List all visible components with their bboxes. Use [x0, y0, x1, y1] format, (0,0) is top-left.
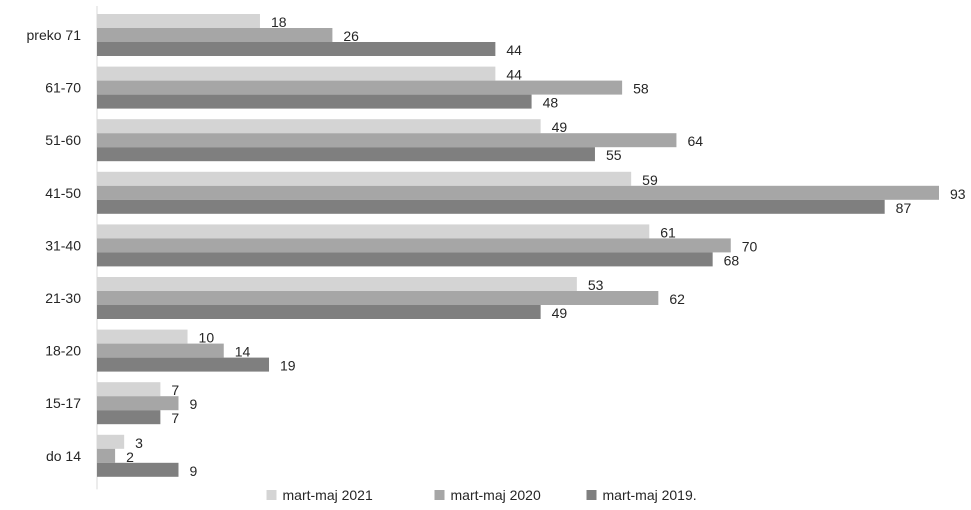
data-label: 55 [606, 147, 622, 163]
bar [97, 343, 224, 358]
bar [97, 42, 496, 56]
legend-item: mart-maj 2019. [586, 487, 697, 503]
data-label: 70 [742, 238, 758, 254]
bar [97, 14, 260, 28]
data-label: 44 [506, 42, 522, 58]
bar [97, 252, 713, 267]
bar [97, 434, 125, 449]
bar [97, 277, 577, 291]
data-label: 7 [171, 410, 179, 426]
data-label: 10 [199, 330, 215, 346]
bar [97, 185, 939, 200]
data-label: 62 [669, 291, 685, 307]
bar [97, 462, 179, 477]
bar [97, 329, 188, 344]
data-label: 68 [724, 252, 740, 268]
bar [97, 28, 333, 42]
bar [97, 80, 623, 95]
data-label: 19 [280, 358, 296, 374]
legend-label: mart-maj 2021 [283, 487, 373, 503]
data-label: 14 [235, 344, 251, 360]
category-label: preko 71 [27, 27, 82, 43]
bar [97, 396, 179, 411]
data-label: 64 [687, 133, 703, 149]
data-label: 58 [633, 81, 649, 97]
category-label: 18-20 [45, 343, 81, 359]
bar [97, 238, 731, 253]
data-label: 49 [552, 119, 568, 135]
legend-swatch [266, 490, 277, 500]
legend-item: mart-maj 2020 [434, 487, 541, 503]
bar [97, 291, 659, 305]
data-label: 9 [189, 396, 197, 412]
data-label: 53 [588, 277, 604, 293]
legend-swatch [434, 490, 445, 500]
data-label: 2 [126, 449, 134, 465]
bar [97, 147, 595, 162]
data-label: 26 [343, 28, 359, 44]
bar [97, 133, 677, 148]
data-label: 49 [552, 305, 568, 321]
bar [97, 94, 532, 109]
bar [97, 448, 116, 463]
bar [97, 382, 161, 397]
category-label: 15-17 [45, 395, 81, 411]
category-label: 61-70 [45, 80, 81, 96]
data-label: 9 [189, 463, 197, 479]
data-label: 18 [271, 14, 287, 30]
data-label: 3 [135, 435, 143, 451]
legend-label: mart-maj 2020 [451, 487, 541, 503]
data-label: 61 [660, 224, 676, 240]
data-label: 87 [896, 200, 912, 216]
bar [97, 357, 270, 372]
category-label: do 14 [46, 448, 81, 464]
bar [97, 305, 541, 319]
legend-swatch [586, 490, 597, 500]
bar [97, 224, 650, 239]
legend-label: mart-maj 2019. [603, 487, 697, 503]
category-label: 41-50 [45, 185, 81, 201]
category-label: 31-40 [45, 237, 81, 253]
bar [97, 66, 496, 81]
bar [97, 410, 161, 425]
category-label: 51-60 [45, 132, 81, 148]
legend-item: mart-maj 2021 [266, 487, 373, 503]
data-label: 44 [506, 67, 522, 83]
bar [97, 199, 885, 214]
data-label: 93 [950, 186, 966, 202]
data-label: 48 [543, 95, 559, 111]
bar [97, 171, 632, 186]
data-label: 59 [642, 172, 658, 188]
data-label: 7 [171, 382, 179, 398]
bar [97, 119, 541, 134]
category-label: 21-30 [45, 290, 81, 306]
